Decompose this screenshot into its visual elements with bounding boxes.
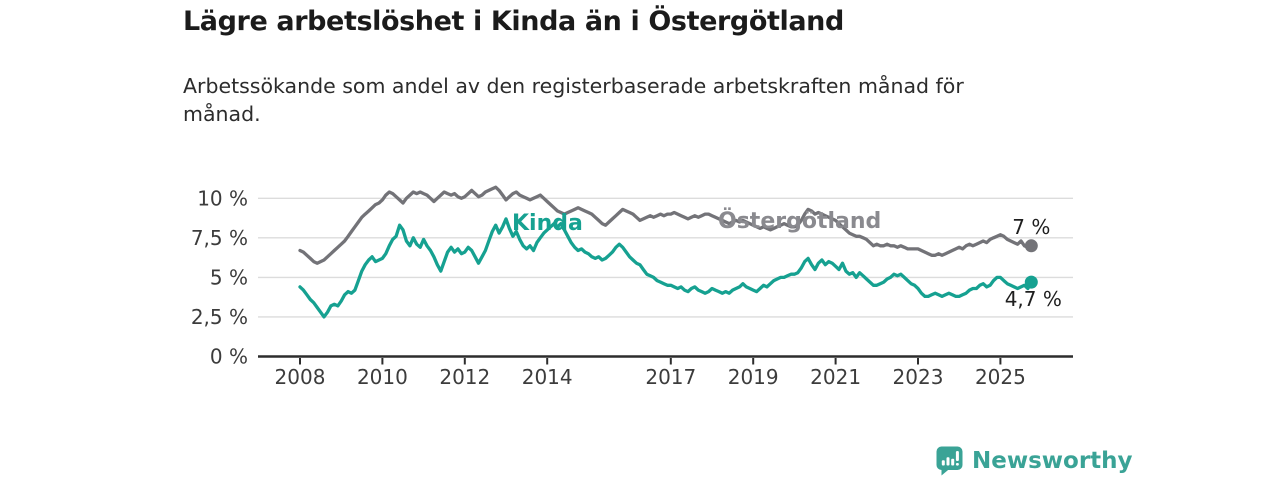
svg-text:2008: 2008 [275, 365, 326, 389]
svg-text:2014: 2014 [522, 365, 573, 389]
svg-text:2023: 2023 [893, 365, 944, 389]
svg-text:2021: 2021 [810, 365, 861, 389]
svg-text:0 %: 0 % [210, 345, 248, 369]
brand-name: Newsworthy [972, 448, 1133, 474]
newsworthy-logo[interactable]: Newsworthy [936, 446, 1133, 476]
svg-text:2012: 2012 [439, 365, 490, 389]
page-title: Lägre arbetslöshet i Kinda än i Östergöt… [183, 6, 844, 37]
svg-text:2,5 %: 2,5 % [191, 305, 248, 329]
svg-text:10 %: 10 % [197, 186, 248, 210]
svg-text:2019: 2019 [728, 365, 779, 389]
svg-text:2025: 2025 [975, 365, 1026, 389]
svg-text:5 %: 5 % [210, 265, 248, 289]
bar-chart-bubble-icon [936, 446, 963, 476]
svg-text:2010: 2010 [357, 365, 408, 389]
page-subtitle: Arbetssökande som andel av den registerb… [183, 74, 964, 127]
svg-text:2017: 2017 [645, 365, 696, 389]
svg-text:7,5 %: 7,5 % [191, 226, 248, 250]
